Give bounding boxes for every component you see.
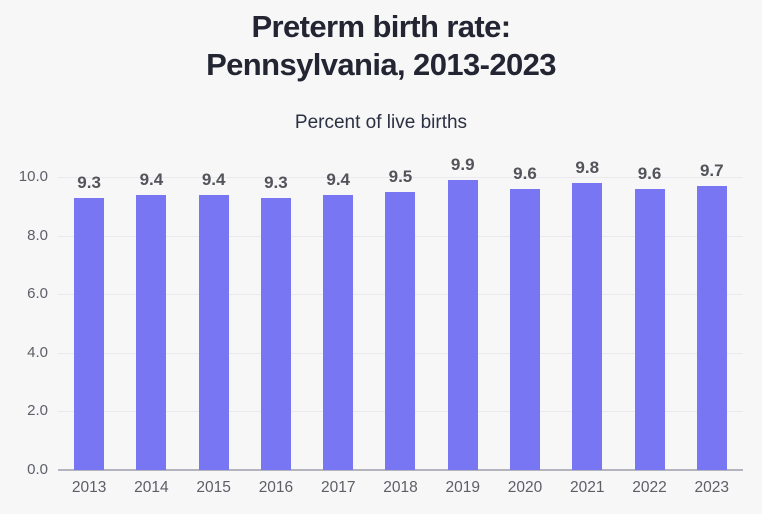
bar-cell-2021: 9.8	[556, 158, 618, 470]
bar-cell-2020: 9.6	[494, 164, 556, 470]
x-tick-label-2023: 2023	[694, 479, 730, 496]
bar-2021	[572, 182, 603, 470]
bar-cell-2013: 9.3	[58, 173, 120, 470]
y-tick-label-4.0: 4.0	[27, 343, 48, 361]
bar-2014	[136, 194, 167, 470]
bar-2022	[634, 188, 665, 470]
bar-cell-2023: 9.7	[681, 161, 743, 470]
x-tick-label-2018: 2018	[383, 479, 418, 496]
bar-cell-2016: 9.3	[245, 173, 307, 470]
bar-2016	[260, 197, 291, 470]
y-tick-label-6.0: 6.0	[27, 285, 48, 303]
x-tick-label-2022: 2022	[632, 479, 667, 496]
bar-2019	[447, 179, 478, 470]
bar-2015	[198, 194, 229, 470]
bar-cell-2019: 9.9	[432, 155, 494, 470]
bar-chart-plot-area: 9.3 9.4 9.4 9.3 9.4 9.5 9.9 9.6 9.8 9.6 9.7	[58, 155, 743, 471]
y-tick-label-8.0: 8.0	[27, 226, 48, 244]
bar-2018	[385, 191, 416, 470]
chart-title-line-1: Preterm birth rate:	[251, 9, 511, 44]
bar-2020	[509, 188, 540, 470]
bar-cell-2015: 9.4	[183, 170, 245, 470]
bar-value-label-2021: 9.8	[575, 157, 600, 177]
x-tick-label-2015: 2015	[196, 479, 231, 496]
bar-value-label-2022: 9.6	[637, 163, 662, 183]
bar-value-label-2014: 9.4	[139, 169, 164, 189]
bar-value-label-2019: 9.9	[450, 154, 475, 174]
y-tick-label-0.0: 0.0	[27, 461, 48, 478]
x-tick-label-2016: 2016	[258, 479, 294, 496]
x-tick-label-2013: 2013	[71, 479, 107, 496]
y-tick-label-2.0: 2.0	[27, 402, 48, 420]
bar-value-label-2015: 9.4	[201, 169, 226, 189]
bar-value-label-2023: 9.7	[699, 160, 724, 180]
bar-value-label-2013: 9.3	[77, 172, 101, 192]
gridline-10	[58, 177, 743, 178]
x-tick-label-2021: 2021	[570, 479, 605, 496]
x-tick-label-2017: 2017	[320, 479, 356, 496]
chart-title: Preterm birth rate: Pennsylvania, 2013-2…	[0, 8, 762, 84]
chart-title-line-2: Pennsylvania, 2013-2023	[206, 47, 556, 82]
x-tick-label-2019: 2019	[445, 479, 480, 496]
x-axis-baseline	[58, 469, 743, 471]
x-axis-tick-labels: 2013 2014 2015 2016 2017 2018 2019 2020 2021 2022…	[58, 479, 743, 497]
x-tick-label-2014: 2014	[134, 479, 169, 496]
bar-value-label-2020: 9.6	[513, 163, 537, 183]
bar-cell-2017: 9.4	[307, 170, 369, 470]
bar-2013	[74, 197, 105, 470]
chart-subtitle: Percent of live births	[294, 112, 468, 133]
bar-value-label-2017: 9.4	[326, 169, 351, 189]
bar-2023	[696, 185, 727, 470]
bar-cell-2018: 9.5	[369, 167, 431, 470]
bar-value-label-2016: 9.3	[264, 172, 288, 192]
x-tick-label-2020: 2020	[507, 479, 543, 496]
bar-cell-2022: 9.6	[618, 164, 680, 470]
bar-value-label-2018: 9.5	[388, 166, 413, 186]
y-tick-label-10.0: 10.0	[18, 168, 48, 185]
bar-series: 9.3 9.4 9.4 9.3 9.4 9.5 9.9 9.6 9.8 9.6 9.7	[58, 155, 743, 470]
bar-cell-2014: 9.4	[120, 170, 182, 470]
bar-2017	[323, 194, 354, 470]
